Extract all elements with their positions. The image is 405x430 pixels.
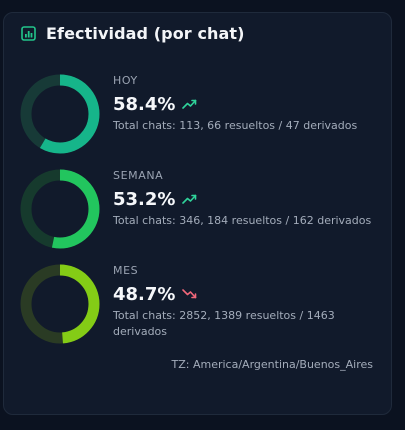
donut-fill — [20, 264, 100, 344]
period-label: HOY — [113, 74, 138, 87]
period-detail: Total chats: 2852, 1389 resueltos / 1463… — [113, 309, 335, 338]
timezone-note: TZ: America/Argentina/Buenos_Aires — [171, 358, 373, 371]
period-value: 53.2% — [113, 188, 176, 210]
donut-chart-mes — [20, 264, 100, 344]
period-value: 48.7% — [113, 283, 176, 305]
donut-fill — [20, 74, 100, 154]
donut-fill — [20, 169, 100, 249]
period-label: SEMANA — [113, 169, 164, 182]
bar-chart-icon — [21, 26, 36, 41]
card-title: Efectividad (por chat) — [46, 24, 245, 43]
trending-down-icon — [182, 289, 197, 299]
trending-up-icon — [182, 99, 197, 109]
donut-chart-hoy — [20, 74, 100, 154]
period-label: MES — [113, 264, 139, 277]
period-value: 58.4% — [113, 93, 176, 115]
trending-up-icon — [182, 194, 197, 204]
period-detail: Total chats: 113, 66 resueltos / 47 deri… — [113, 119, 358, 132]
period-detail: Total chats: 346, 184 resueltos / 162 de… — [113, 214, 372, 227]
card-header: Efectividad (por chat) — [21, 24, 245, 43]
donut-chart-semana — [20, 169, 100, 249]
